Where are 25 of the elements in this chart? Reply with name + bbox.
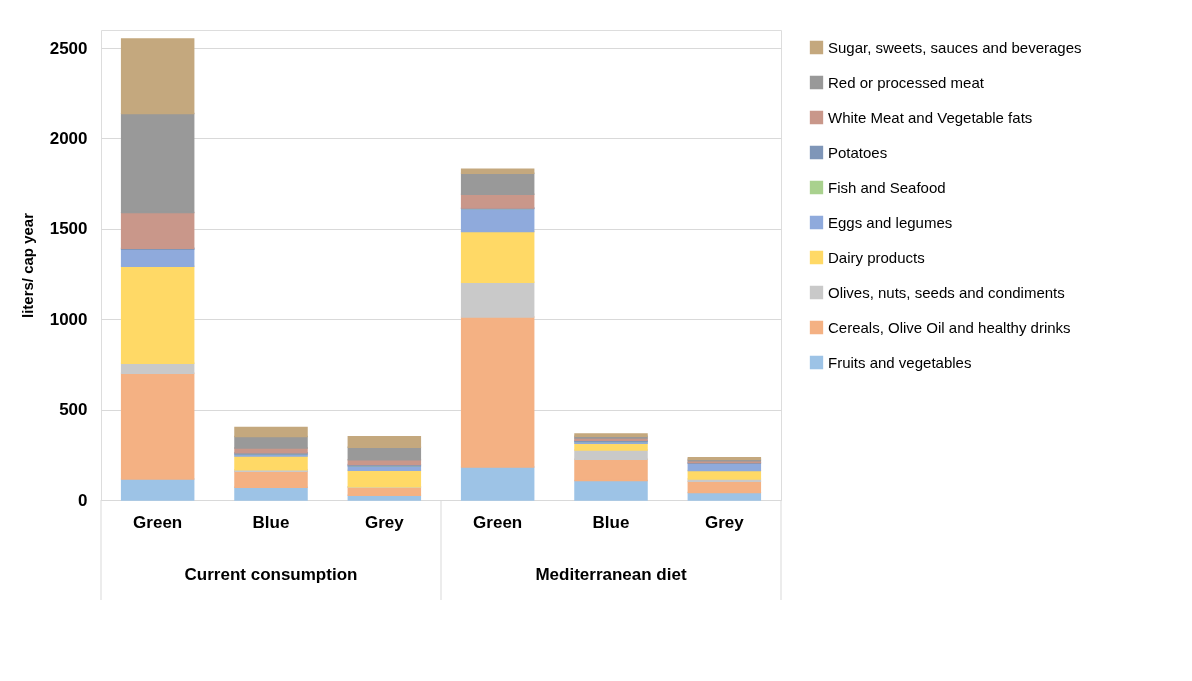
x-tick-label: Grey — [364, 512, 405, 532]
legend-label: White Meat and Vegetable fats — [828, 108, 1033, 126]
legend-label: Fish and Seafood — [828, 178, 946, 196]
text: Mediterranean diet — [535, 565, 687, 584]
legend-label: Potatoes — [828, 143, 888, 161]
y-tick-label: 1000 — [49, 309, 88, 329]
legend-label: Fruits and vegetables — [828, 353, 972, 371]
y-tick-label: 2500 — [49, 38, 88, 58]
legend-label: Red or processed meat — [828, 73, 985, 91]
legend-label: Eggs and legumes — [828, 213, 953, 231]
y-axis-title: liters/ cap year — [18, 212, 36, 319]
x-tick-label: Green — [133, 512, 183, 532]
y-tick-label: 1500 — [49, 219, 88, 239]
legend-label: Olives, nuts, seeds and condiments — [828, 283, 1065, 301]
legend-label: Sugar, sweets, sauces and beverages — [828, 38, 1082, 56]
x-tick-label: Grey — [704, 512, 745, 532]
x-tick-label: Blue — [252, 512, 290, 532]
y-tick-label: 2000 — [49, 128, 88, 148]
x-tick-label: Blue — [592, 512, 630, 532]
y-tick-label: 500 — [59, 400, 88, 420]
y-tick-label: 0 — [78, 490, 88, 510]
legend-label: Dairy products — [828, 248, 925, 266]
x-tick-label: Green — [473, 512, 523, 532]
legend-label: Cereals, Olive Oil and healthy drinks — [828, 318, 1071, 336]
text: Current consumption — [184, 565, 358, 584]
